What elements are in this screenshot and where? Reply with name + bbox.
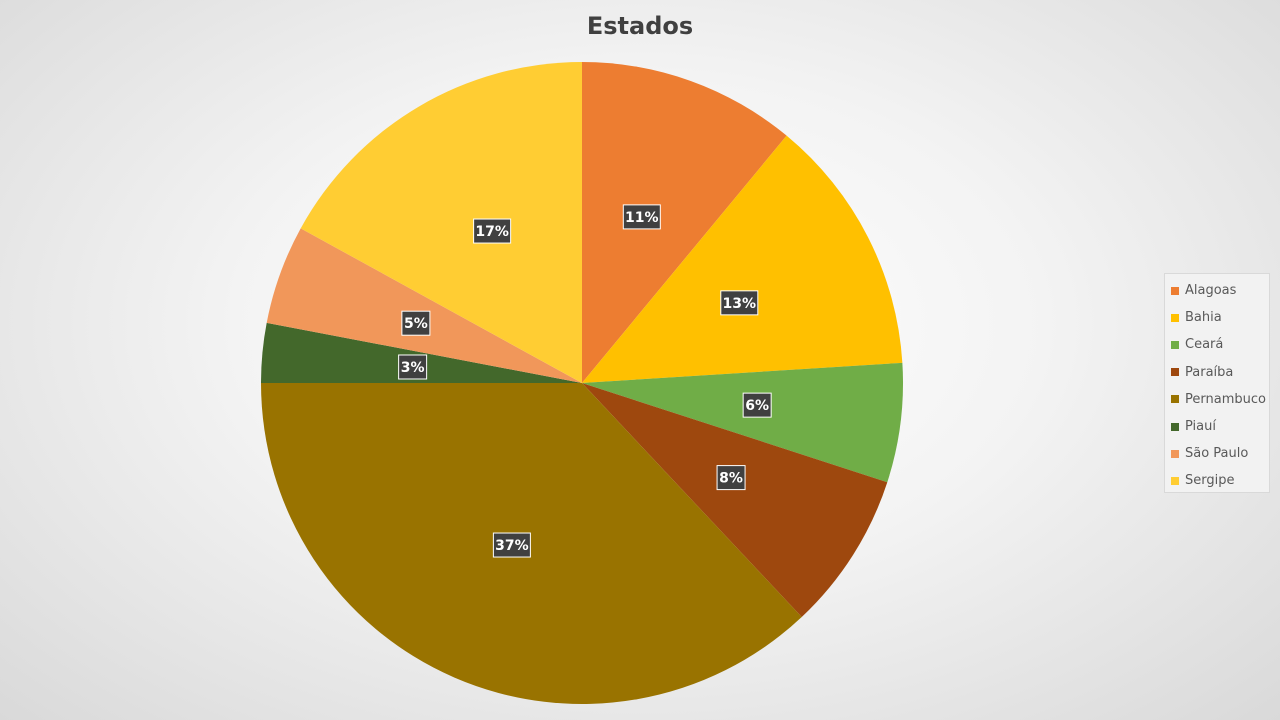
legend-label: Alagoas [1185,283,1237,299]
legend-label: Sergipe [1185,473,1235,489]
data-label: 13% [720,290,759,316]
data-label-box [398,354,428,380]
data-label: 37% [492,532,531,558]
legend-swatch [1171,476,1179,485]
legend-label: Ceará [1185,337,1224,353]
data-label-text: 37% [495,538,529,554]
legend-label: Piauí [1185,419,1216,435]
legend-item: Bahia [1171,304,1269,331]
data-label-box [492,532,531,558]
chart-title: Estados [586,12,694,40]
legend-item: Sergipe [1171,467,1269,494]
data-labels: 11% 13% 6% 8% 37% 3% 5% 17% [398,204,772,558]
pie-slices [261,62,903,704]
data-label-box [473,218,512,244]
legend-label: Pernambuco [1185,391,1266,407]
data-label-text: 6% [745,398,769,414]
legend-swatch [1171,313,1179,322]
data-label-text: 11% [625,210,659,226]
legend-swatch [1171,368,1179,377]
pie-slice-pernambuco [261,383,802,704]
legend-item: São Paulo [1171,440,1269,467]
legend-item: Alagoas [1171,277,1269,304]
data-label: 5% [401,310,431,336]
pie-slice-alagoas [582,62,787,383]
data-label: 6% [742,392,772,418]
legend-label: Bahia [1185,310,1222,326]
pie-slice-bahia [582,135,903,383]
legend-swatch [1171,395,1179,404]
data-label-box [720,290,759,316]
data-label-text: 13% [723,296,757,312]
legend-item: Paraíba [1171,359,1269,386]
legend-item: Piauí [1171,413,1269,440]
data-label: 3% [398,354,428,380]
legend-item: Ceará [1171,331,1269,358]
data-label-text: 8% [719,471,743,487]
data-label-text: 5% [404,316,428,332]
legend-label: Paraíba [1185,364,1234,380]
data-label-box [622,204,661,230]
legend: Alagoas Bahia Ceará Paraíba Pernambuco Piauí S… [1164,273,1270,493]
legend-item: Pernambuco [1171,386,1269,413]
pie-slice-paraiba [582,383,888,617]
legend-swatch [1171,449,1179,458]
data-label-box [716,465,746,491]
legend-swatch [1171,340,1179,349]
data-label: 11% [622,204,661,230]
legend-swatch [1171,422,1179,431]
data-label-box [742,392,772,418]
pie-slice-sao-paulo [266,228,582,383]
pie-slice-sergipe [300,62,582,383]
legend-swatch [1171,286,1179,295]
data-label: 8% [716,465,746,491]
data-label-box [401,310,431,336]
data-label-text: 17% [475,224,509,240]
legend-label: São Paulo [1185,446,1249,462]
pie-slice-piaui [261,322,582,383]
data-label-text: 3% [401,360,425,376]
pie-slice-ceara [582,362,903,483]
data-label: 17% [473,218,512,244]
